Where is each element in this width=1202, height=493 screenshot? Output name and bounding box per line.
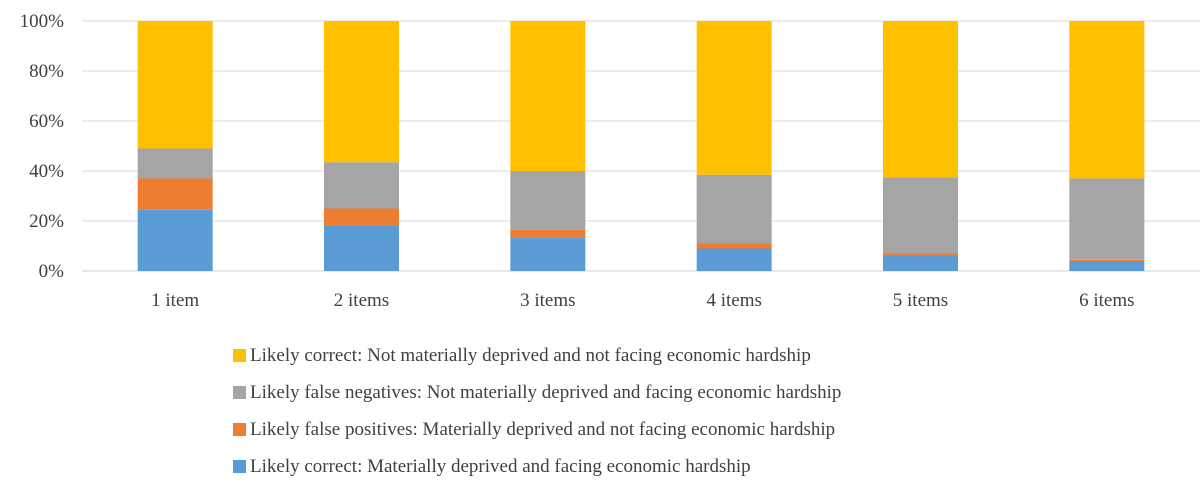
bar-segment	[696, 21, 772, 175]
bar-segment	[324, 226, 399, 271]
y-tick-label: 100%	[20, 11, 65, 32]
bar-segment	[1069, 178, 1145, 260]
legend-label: Likely false positives: Materially depri…	[250, 418, 836, 440]
gridlines	[82, 20, 1200, 272]
x-tick-label: 2 items	[334, 290, 389, 311]
bar-segment	[1069, 21, 1145, 179]
bar-segment	[1069, 261, 1145, 271]
x-tick-label: 3 items	[520, 290, 575, 311]
bar-segment	[696, 248, 772, 271]
legend-item: Likely correct: Not materially deprived …	[233, 337, 841, 374]
bar-segment	[137, 21, 213, 149]
bar-segment	[324, 208, 399, 226]
bar-segment	[510, 237, 586, 271]
bar-segment	[510, 21, 586, 171]
bar-segment	[137, 178, 213, 210]
bar-segment	[510, 171, 586, 230]
bar-segment	[324, 162, 399, 209]
x-axis-ticks: 1 item 2 items 3 items 4 items 5 items 6 item…	[151, 290, 1134, 311]
legend-item: Likely correct: Materially deprived and …	[233, 448, 841, 485]
legend-label: Likely false negatives: Not materially d…	[250, 381, 842, 403]
y-tick-label: 60%	[29, 111, 64, 132]
legend-item: Likely false negatives: Not materially d…	[233, 374, 841, 411]
y-tick-label: 20%	[29, 211, 64, 232]
bar-segment	[883, 253, 958, 256]
bar-segment	[883, 177, 958, 254]
bar-segment	[324, 21, 399, 163]
legend-swatch	[233, 460, 246, 473]
y-axis-ticks: 0% 20% 40% 60% 80% 100%	[20, 11, 65, 282]
x-tick-label: 5 items	[893, 290, 948, 311]
bars	[137, 21, 1145, 271]
y-tick-label: 0%	[39, 261, 65, 282]
bar-segment	[137, 148, 213, 179]
y-tick-label: 40%	[29, 161, 64, 182]
bar-segment	[696, 174, 772, 244]
stacked-bar-chart: 0% 20% 40% 60% 80% 100% 1 item 2 items 3 items 4…	[20, 11, 1200, 311]
legend-label: Likely correct: Materially deprived and …	[250, 455, 751, 477]
x-tick-label: 1 item	[151, 290, 199, 311]
bar-segment	[883, 21, 958, 178]
bar-segment	[137, 209, 213, 271]
bar-segment	[696, 243, 772, 249]
bar-segment	[883, 256, 958, 271]
legend: Likely correct: Not materially deprived …	[233, 337, 841, 485]
legend-swatch	[233, 386, 246, 399]
y-tick-label: 80%	[29, 61, 64, 82]
legend-label: Likely correct: Not materially deprived …	[250, 344, 811, 366]
legend-item: Likely false positives: Materially depri…	[233, 411, 841, 448]
bar-segment	[1069, 259, 1145, 261]
x-tick-label: 6 items	[1079, 290, 1134, 311]
legend-swatch	[233, 349, 246, 362]
x-tick-label: 4 items	[706, 290, 761, 311]
legend-swatch	[233, 423, 246, 436]
bar-segment	[510, 229, 586, 238]
